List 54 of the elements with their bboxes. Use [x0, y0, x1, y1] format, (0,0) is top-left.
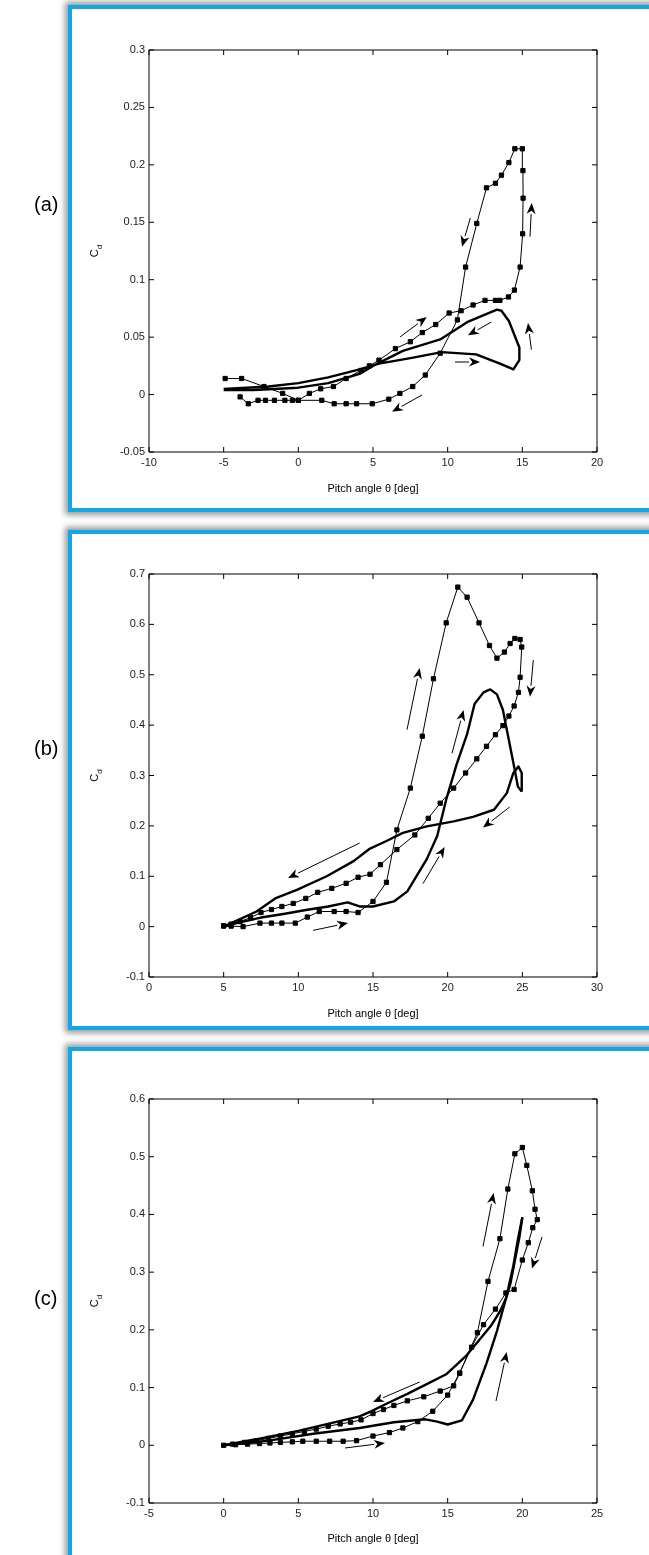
x-tick-label: 15 [441, 1506, 454, 1519]
y-tick-label: -0.1 [126, 1496, 145, 1509]
x-tick-label: 0 [220, 1506, 227, 1519]
x-tick-label: -5 [144, 1506, 154, 1519]
x-axis-title: Pitch angle θ [deg] [327, 1532, 419, 1545]
y-tick-label: 0 [138, 919, 145, 932]
y-tick-label: 0.4 [129, 1207, 145, 1220]
text: (b) [34, 737, 59, 760]
x-tick-label: 10 [441, 455, 454, 468]
x-tick-label: 25 [516, 980, 529, 993]
y-tick-label: 0 [138, 387, 145, 400]
x-tick-label: -5 [218, 455, 229, 468]
y-tick-label: 0.05 [123, 330, 145, 343]
y-tick-label: 0 [138, 1438, 145, 1451]
y-tick-label: 0.2 [129, 157, 145, 170]
y-tick-label: 0.2 [129, 1322, 145, 1335]
y-tick-label: 0.5 [129, 667, 145, 680]
y-tick-label: 0.2 [129, 818, 145, 831]
y-tick-label: 0.3 [129, 43, 145, 56]
y-tick-label: 0.1 [129, 1380, 145, 1393]
y-tick-label: 0.3 [129, 1265, 145, 1278]
x-tick-label: 0 [295, 455, 302, 468]
x-tick-label: 15 [516, 455, 529, 468]
y-axis-title: Cd [88, 769, 104, 782]
x-tick-label: 20 [590, 455, 604, 468]
y-tick-label: 0.7 [129, 567, 145, 580]
x-tick-label: 20 [516, 1506, 529, 1519]
x-tick-label: 30 [590, 980, 604, 993]
x-tick-label: 5 [295, 1506, 302, 1519]
y-tick-label: 0.25 [123, 100, 145, 113]
x-tick-label: 5 [369, 455, 377, 468]
x-tick-label: 5 [220, 980, 227, 993]
x-axis-title: Pitch angle θ [deg] [327, 482, 419, 495]
text: (a) [34, 193, 59, 216]
y-tick-label: -0.1 [126, 970, 145, 983]
y-axis-title: Cd [88, 1294, 104, 1308]
y-axis-title: Cd [88, 244, 104, 258]
y-tick-label: 0.6 [129, 1092, 145, 1105]
x-tick-label: 20 [441, 980, 454, 993]
x-tick-label: 25 [590, 1506, 604, 1519]
x-tick-label: -10 [141, 455, 157, 468]
y-tick-label: 0.4 [129, 718, 145, 731]
y-tick-label: 0.5 [129, 1149, 145, 1162]
y-tick-label: 0.1 [129, 869, 145, 882]
y-tick-label: 0.15 [123, 215, 145, 228]
x-tick-label: 10 [366, 1506, 380, 1519]
y-tick-label: 0.1 [129, 272, 145, 285]
y-tick-label: -0.05 [119, 445, 145, 458]
x-tick-label: 15 [366, 980, 380, 993]
y-tick-label: 0.3 [129, 768, 145, 781]
y-tick-label: 0.6 [129, 617, 145, 630]
text: (c) [34, 1287, 58, 1310]
x-axis-title: Pitch angle θ [deg] [327, 1007, 419, 1020]
x-tick-label: 10 [292, 980, 305, 993]
